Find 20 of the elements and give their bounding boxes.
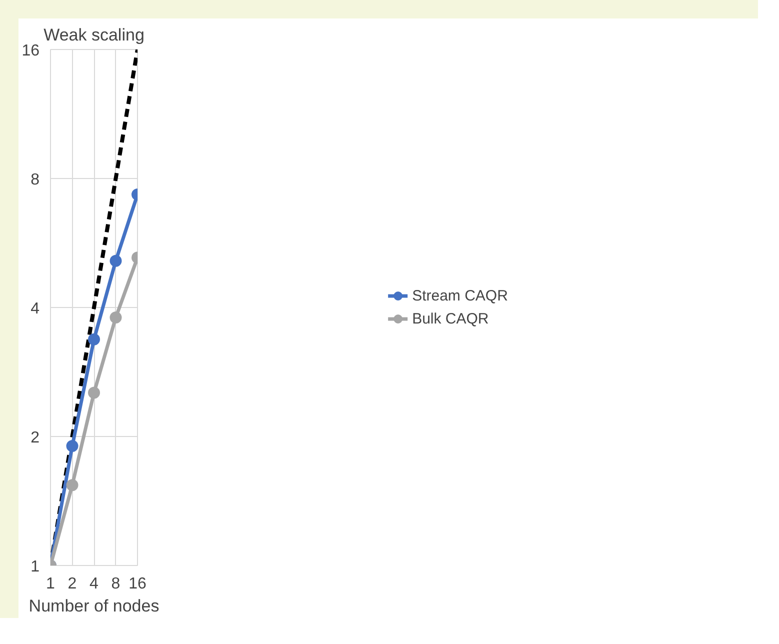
chart-title: Weak scaling [44, 26, 144, 44]
point [110, 254, 122, 267]
point [110, 312, 122, 324]
y-tick-label: 16 [22, 42, 40, 60]
x-tick-label: 1 [46, 576, 56, 592]
point [66, 479, 78, 492]
point [88, 386, 100, 399]
x-tick-label: 16 [128, 576, 146, 592]
legend-label: Stream CAQR [412, 287, 508, 304]
point [66, 440, 78, 452]
x-axis-title: Number of nodes [28, 596, 160, 616]
y-tick-label: 8 [30, 172, 40, 188]
x-tick-label: 8 [111, 576, 120, 592]
x-tick-label: 4 [90, 576, 99, 592]
y-tick-label: 1 [30, 558, 40, 576]
x-tick-label: 2 [68, 576, 77, 592]
y-tick-label: 4 [30, 300, 40, 318]
y-tick-label: 2 [30, 430, 40, 446]
point [88, 333, 100, 346]
legend-label: Bulk CAQR [412, 310, 489, 327]
